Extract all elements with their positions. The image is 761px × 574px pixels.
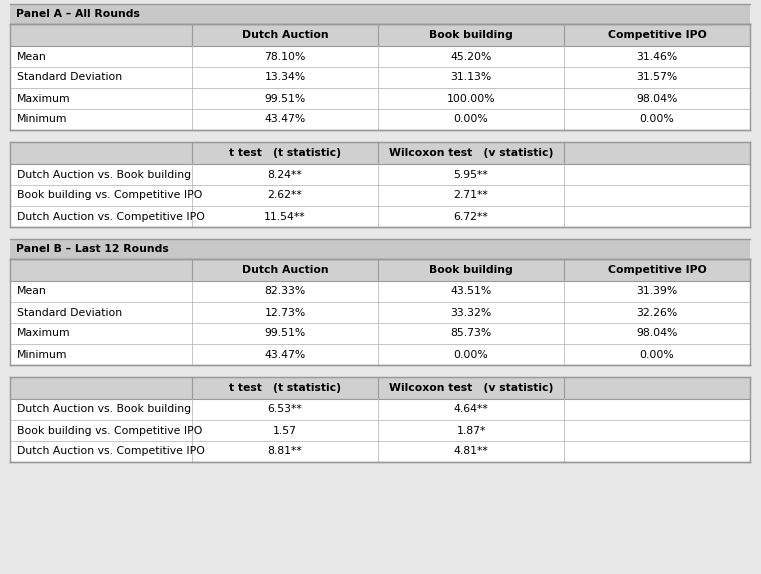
Text: 5.95**: 5.95** xyxy=(454,169,489,180)
Text: 2.62**: 2.62** xyxy=(268,191,302,200)
Text: 98.04%: 98.04% xyxy=(636,328,678,339)
Text: 32.26%: 32.26% xyxy=(636,308,677,317)
Text: Wilcoxon test   (v statistic): Wilcoxon test (v statistic) xyxy=(389,148,553,158)
Text: 31.46%: 31.46% xyxy=(636,52,677,61)
Bar xyxy=(10,67,750,88)
Text: 4.64**: 4.64** xyxy=(454,405,489,414)
Bar xyxy=(10,259,750,281)
Bar xyxy=(10,281,750,302)
Text: Dutch Auction vs. Book building: Dutch Auction vs. Book building xyxy=(17,169,191,180)
Text: 11.54**: 11.54** xyxy=(264,211,306,222)
Text: Minimum: Minimum xyxy=(17,114,68,125)
Text: 99.51%: 99.51% xyxy=(264,328,306,339)
Text: Competitive IPO: Competitive IPO xyxy=(607,30,706,40)
Text: 13.34%: 13.34% xyxy=(264,72,306,83)
Text: 6.72**: 6.72** xyxy=(454,211,489,222)
Text: t test   (t statistic): t test (t statistic) xyxy=(229,148,341,158)
Text: Book building: Book building xyxy=(429,30,513,40)
Bar xyxy=(10,142,750,164)
Text: 2.71**: 2.71** xyxy=(454,191,489,200)
Text: 0.00%: 0.00% xyxy=(640,350,674,359)
Text: Panel B – Last 12 Rounds: Panel B – Last 12 Rounds xyxy=(16,244,169,254)
Text: 0.00%: 0.00% xyxy=(454,114,489,125)
Text: Standard Deviation: Standard Deviation xyxy=(17,308,122,317)
Bar xyxy=(10,323,750,344)
Text: 43.47%: 43.47% xyxy=(264,114,306,125)
Text: 6.53**: 6.53** xyxy=(268,405,302,414)
Text: 8.81**: 8.81** xyxy=(268,447,302,456)
Bar xyxy=(10,185,750,206)
Text: 99.51%: 99.51% xyxy=(264,94,306,103)
Text: Maximum: Maximum xyxy=(17,94,71,103)
Text: 0.00%: 0.00% xyxy=(454,350,489,359)
Text: 85.73%: 85.73% xyxy=(451,328,492,339)
Text: 78.10%: 78.10% xyxy=(264,52,306,61)
Text: 82.33%: 82.33% xyxy=(264,286,306,297)
Bar xyxy=(10,164,750,185)
Text: Book building vs. Competitive IPO: Book building vs. Competitive IPO xyxy=(17,191,202,200)
Text: 12.73%: 12.73% xyxy=(264,308,306,317)
Text: 43.47%: 43.47% xyxy=(264,350,306,359)
Text: Maximum: Maximum xyxy=(17,328,71,339)
Text: Panel A – All Rounds: Panel A – All Rounds xyxy=(16,9,140,19)
Text: Mean: Mean xyxy=(17,286,46,297)
Bar xyxy=(10,399,750,420)
Text: 1.57: 1.57 xyxy=(273,425,297,436)
Bar xyxy=(10,344,750,365)
Text: Dutch Auction vs. Competitive IPO: Dutch Auction vs. Competitive IPO xyxy=(17,447,205,456)
Text: Minimum: Minimum xyxy=(17,350,68,359)
Text: Book building: Book building xyxy=(429,265,513,275)
Bar xyxy=(10,24,750,46)
Text: Book building vs. Competitive IPO: Book building vs. Competitive IPO xyxy=(17,425,202,436)
Text: Dutch Auction: Dutch Auction xyxy=(242,265,328,275)
Bar xyxy=(10,206,750,227)
Text: 1.87*: 1.87* xyxy=(457,425,486,436)
Bar xyxy=(10,88,750,109)
Bar xyxy=(10,46,750,67)
Bar xyxy=(10,420,750,441)
Text: 43.51%: 43.51% xyxy=(451,286,492,297)
Text: Dutch Auction vs. Book building: Dutch Auction vs. Book building xyxy=(17,405,191,414)
Bar xyxy=(10,377,750,399)
Text: Standard Deviation: Standard Deviation xyxy=(17,72,122,83)
Bar xyxy=(10,239,750,259)
Text: Dutch Auction vs. Competitive IPO: Dutch Auction vs. Competitive IPO xyxy=(17,211,205,222)
Text: t test   (t statistic): t test (t statistic) xyxy=(229,383,341,393)
Text: 98.04%: 98.04% xyxy=(636,94,678,103)
Text: Mean: Mean xyxy=(17,52,46,61)
Text: 31.57%: 31.57% xyxy=(636,72,677,83)
Text: Competitive IPO: Competitive IPO xyxy=(607,265,706,275)
Text: 0.00%: 0.00% xyxy=(640,114,674,125)
Text: 8.24**: 8.24** xyxy=(268,169,302,180)
Text: Wilcoxon test   (v statistic): Wilcoxon test (v statistic) xyxy=(389,383,553,393)
Text: 100.00%: 100.00% xyxy=(447,94,495,103)
Text: 31.39%: 31.39% xyxy=(636,286,677,297)
Bar xyxy=(10,302,750,323)
Bar xyxy=(10,109,750,130)
Text: 45.20%: 45.20% xyxy=(451,52,492,61)
Text: 33.32%: 33.32% xyxy=(451,308,492,317)
Text: Dutch Auction: Dutch Auction xyxy=(242,30,328,40)
Bar xyxy=(10,441,750,462)
Bar xyxy=(10,4,750,24)
Text: 4.81**: 4.81** xyxy=(454,447,489,456)
Text: 31.13%: 31.13% xyxy=(451,72,492,83)
